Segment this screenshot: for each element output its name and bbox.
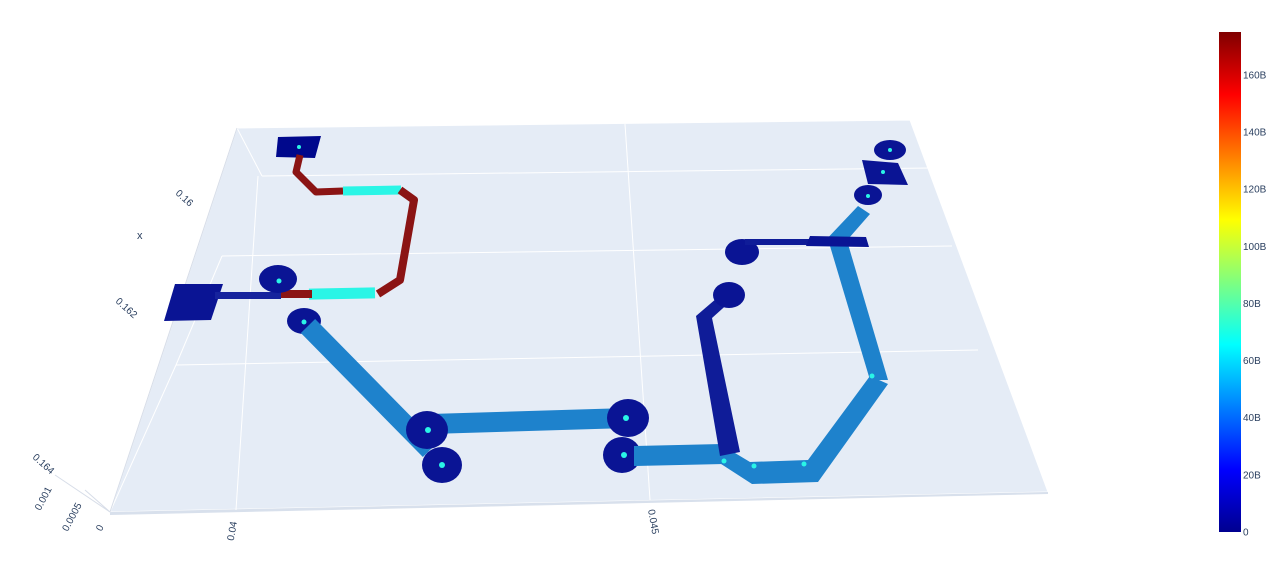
x-tick: 0.16 [173,188,195,209]
scene-floor [109,119,1049,513]
trace-segment [830,244,888,380]
trace-segment [430,408,628,434]
trace-highlight [342,185,402,196]
z-tick: 0.001 [33,485,55,513]
colorbar-gradient [1219,32,1241,532]
trace-segment [696,292,740,456]
trace-segment [745,239,815,245]
y-tick: 0.045 [645,509,660,536]
colorbar-tick: 160B [1243,70,1267,81]
scene-floor-edge [110,492,1048,515]
colorbar-tick: 140B [1243,128,1267,139]
colorbar-tick: 20B [1243,470,1261,481]
z-tick: 0 [94,523,107,533]
z-tick: 0.0005 [61,501,85,534]
trace-segment [215,292,281,299]
pad-hot [276,278,282,284]
colorbar: 0 20B 40B 60B 80B 100B 120B 140B 160B [1219,32,1267,539]
colorbar-tick: 120B [1243,185,1267,196]
pad [862,160,908,185]
right-trace [696,140,908,456]
colorbar-tick: 80B [1243,299,1261,310]
y-axis-ticks: 0.04 0.045 [226,509,661,542]
pad-hot [297,145,301,149]
scene[interactable]: 0.16 0.162 0.164 x 0.04 0.045 0.001 0.00… [30,119,1049,542]
upper-left-trace [164,136,418,321]
colorbar-tick: 60B [1243,356,1261,367]
pad [164,284,223,321]
colorbar-tick: 0 [1243,528,1249,539]
x-tick: 0.164 [30,452,56,477]
trace-highlight [308,287,376,300]
pad [806,236,869,247]
y-tick: 0.04 [226,520,240,542]
pad [713,282,745,308]
colorbar-ticks: 0 20B 40B 60B 80B 100B 120B 140B 160B [1243,70,1267,538]
main-trace [287,206,888,484]
x-tick: 0.162 [113,296,139,321]
trace-segment [280,290,312,298]
trace-segment [292,154,344,196]
trace-segment [375,186,418,298]
colorbar-tick: 40B [1243,413,1261,424]
z-axis-ticks: 0.001 0.0005 0 [33,485,107,534]
colorbar-tick: 100B [1243,242,1267,253]
x-axis-title: x [137,230,143,242]
pad [725,239,759,265]
trace-segment [634,444,724,466]
trace-segment [822,206,870,246]
